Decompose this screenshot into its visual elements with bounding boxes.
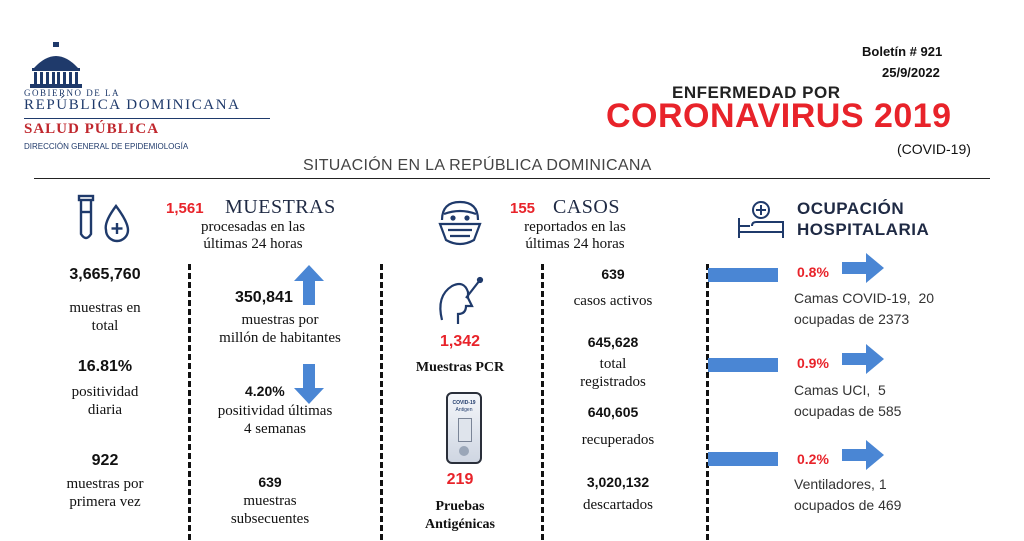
title-sub: (COVID-19) bbox=[897, 141, 971, 157]
muestras-24h-desc-2: últimas 24 horas bbox=[203, 236, 303, 252]
hospital-bed-icon bbox=[738, 201, 784, 238]
casos-24h-value: 155 bbox=[510, 200, 536, 217]
recuperados-label: recuperados bbox=[581, 432, 655, 448]
descartados-value: 3,020,132 bbox=[586, 474, 650, 490]
muestras-pcr-value: 1,342 bbox=[439, 333, 481, 350]
arrow-up-icon bbox=[294, 265, 324, 305]
ocupacion-title-1: OCUPACIÓN bbox=[797, 199, 905, 218]
uci-beds-label-2: ocupadas de 585 bbox=[794, 403, 902, 419]
positividad-diaria-label-2: diaria bbox=[87, 402, 123, 418]
antigen-label-1: Pruebas bbox=[435, 499, 485, 514]
bulletin-number: Boletín # 921 bbox=[862, 44, 943, 59]
muestras-total-label-2: total bbox=[91, 318, 119, 334]
muestras-primera-label-1: muestras por bbox=[66, 476, 144, 492]
muestras-total-label-1: muestras en bbox=[69, 300, 141, 316]
casos-total-value: 645,628 bbox=[587, 334, 639, 350]
logo-divider bbox=[24, 118, 270, 119]
gov-line: GOBIERNO DE LA bbox=[24, 88, 120, 98]
government-logo: GOBIERNO DE LA REPÚBLICA DOMINICANA SALU… bbox=[22, 42, 272, 152]
casos-24h-desc-2: últimas 24 horas bbox=[525, 236, 625, 252]
divider-4 bbox=[706, 264, 709, 540]
ventiladores-label-1: Ventiladores, 1 bbox=[794, 476, 887, 492]
title-main: CORONAVIRUS 2019 bbox=[606, 97, 952, 135]
ventiladores-label-2: ocupados de 469 bbox=[794, 497, 902, 513]
casos-activos-label: casos activos bbox=[573, 293, 653, 309]
divider-2 bbox=[380, 264, 383, 540]
muestras-total-value: 3,665,760 bbox=[69, 266, 141, 283]
positividad-4-semanas-value: 4.20% bbox=[245, 383, 285, 399]
muestras-primera-label-2: primera vez bbox=[69, 494, 141, 510]
situation-title: SITUACIÓN EN LA REPÚBLICA DOMINICANA bbox=[303, 157, 652, 174]
title-top: ENFERMEDAD POR bbox=[672, 83, 841, 102]
arrow-down-icon bbox=[294, 364, 324, 404]
muestras-24h-desc-1: procesadas en las bbox=[200, 219, 306, 235]
nasal-swab-icon bbox=[439, 276, 484, 324]
casos-total-label-2: registrados bbox=[580, 374, 646, 390]
casos-total-label-1: total bbox=[599, 356, 627, 372]
muestras-primera-value: 922 bbox=[91, 452, 119, 469]
arrow-right-icon bbox=[842, 253, 884, 283]
muestras-subsecuentes-label-2: subsecuentes bbox=[230, 511, 310, 527]
muestras-pcr-label: Muestras PCR bbox=[415, 360, 505, 375]
positividad-4-semanas-label-1: positividad últimas bbox=[217, 403, 333, 419]
muestras-por-millon-label-1: muestras por bbox=[241, 312, 319, 328]
antigen-value: 219 bbox=[446, 471, 474, 488]
country-name: REPÚBLICA DOMINICANA bbox=[24, 97, 241, 113]
casos-24h-desc-1: reportados en las bbox=[524, 219, 626, 235]
muestras-title: MUESTRAS bbox=[225, 196, 336, 218]
divider-3 bbox=[541, 264, 544, 540]
antigen-label-2: Antigénicas bbox=[425, 517, 495, 532]
kit-label-1: COVID-19 bbox=[452, 400, 476, 406]
muestras-24h-value: 1,561 bbox=[166, 200, 204, 217]
bulletin-date: 25/9/2022 bbox=[882, 65, 940, 80]
casos-activos-value: 639 bbox=[601, 266, 625, 282]
descartados-label: descartados bbox=[583, 497, 653, 513]
kit-window bbox=[458, 418, 472, 442]
uci-beds-bar bbox=[708, 358, 778, 372]
test-tube-drop-icon bbox=[77, 194, 130, 243]
covid-beds-pct: 0.8% bbox=[797, 264, 829, 280]
uci-beds-label-1: Camas UCI, 5 bbox=[794, 382, 886, 398]
ocupacion-title-2: HOSPITALARIA bbox=[797, 220, 930, 239]
covid-beds-label-2: ocupadas de 2373 bbox=[794, 311, 910, 327]
recuperados-value: 640,605 bbox=[587, 404, 639, 420]
muestras-subsecuentes-label-1: muestras bbox=[243, 493, 297, 509]
kit-well bbox=[459, 446, 469, 456]
arrow-right-icon bbox=[842, 440, 884, 470]
casos-title: CASOS bbox=[553, 196, 620, 218]
header-divider bbox=[34, 178, 990, 179]
muestras-por-millon-label-2: millón de habitantes bbox=[219, 330, 341, 346]
direction-name: DIRECCIÓN GENERAL DE EPIDEMIOLOGÍA bbox=[24, 142, 189, 151]
antigen-test-kit-icon: COVID-19 Antigen bbox=[446, 392, 482, 464]
muestras-subsecuentes-value: 639 bbox=[258, 474, 282, 490]
positividad-4-semanas-label-2: 4 semanas bbox=[243, 421, 307, 437]
positividad-diaria-value: 16.81% bbox=[77, 358, 133, 375]
ventiladores-pct: 0.2% bbox=[797, 451, 829, 467]
arrow-right-icon bbox=[842, 344, 884, 374]
covid-beds-label-1: Camas COVID-19, 20 bbox=[794, 290, 935, 306]
ventiladores-bar bbox=[708, 452, 778, 466]
uci-beds-pct: 0.9% bbox=[797, 355, 829, 371]
dome-emblem-icon bbox=[30, 42, 82, 88]
masked-face-icon bbox=[438, 200, 482, 246]
covid-beds-bar bbox=[708, 268, 778, 282]
divider-1 bbox=[188, 264, 191, 540]
positividad-diaria-label-1: positividad bbox=[71, 384, 139, 400]
ministry-name: SALUD PÚBLICA bbox=[24, 121, 160, 137]
muestras-por-millon-value: 350,841 bbox=[235, 289, 293, 306]
kit-label-2: Antigen bbox=[455, 407, 473, 413]
